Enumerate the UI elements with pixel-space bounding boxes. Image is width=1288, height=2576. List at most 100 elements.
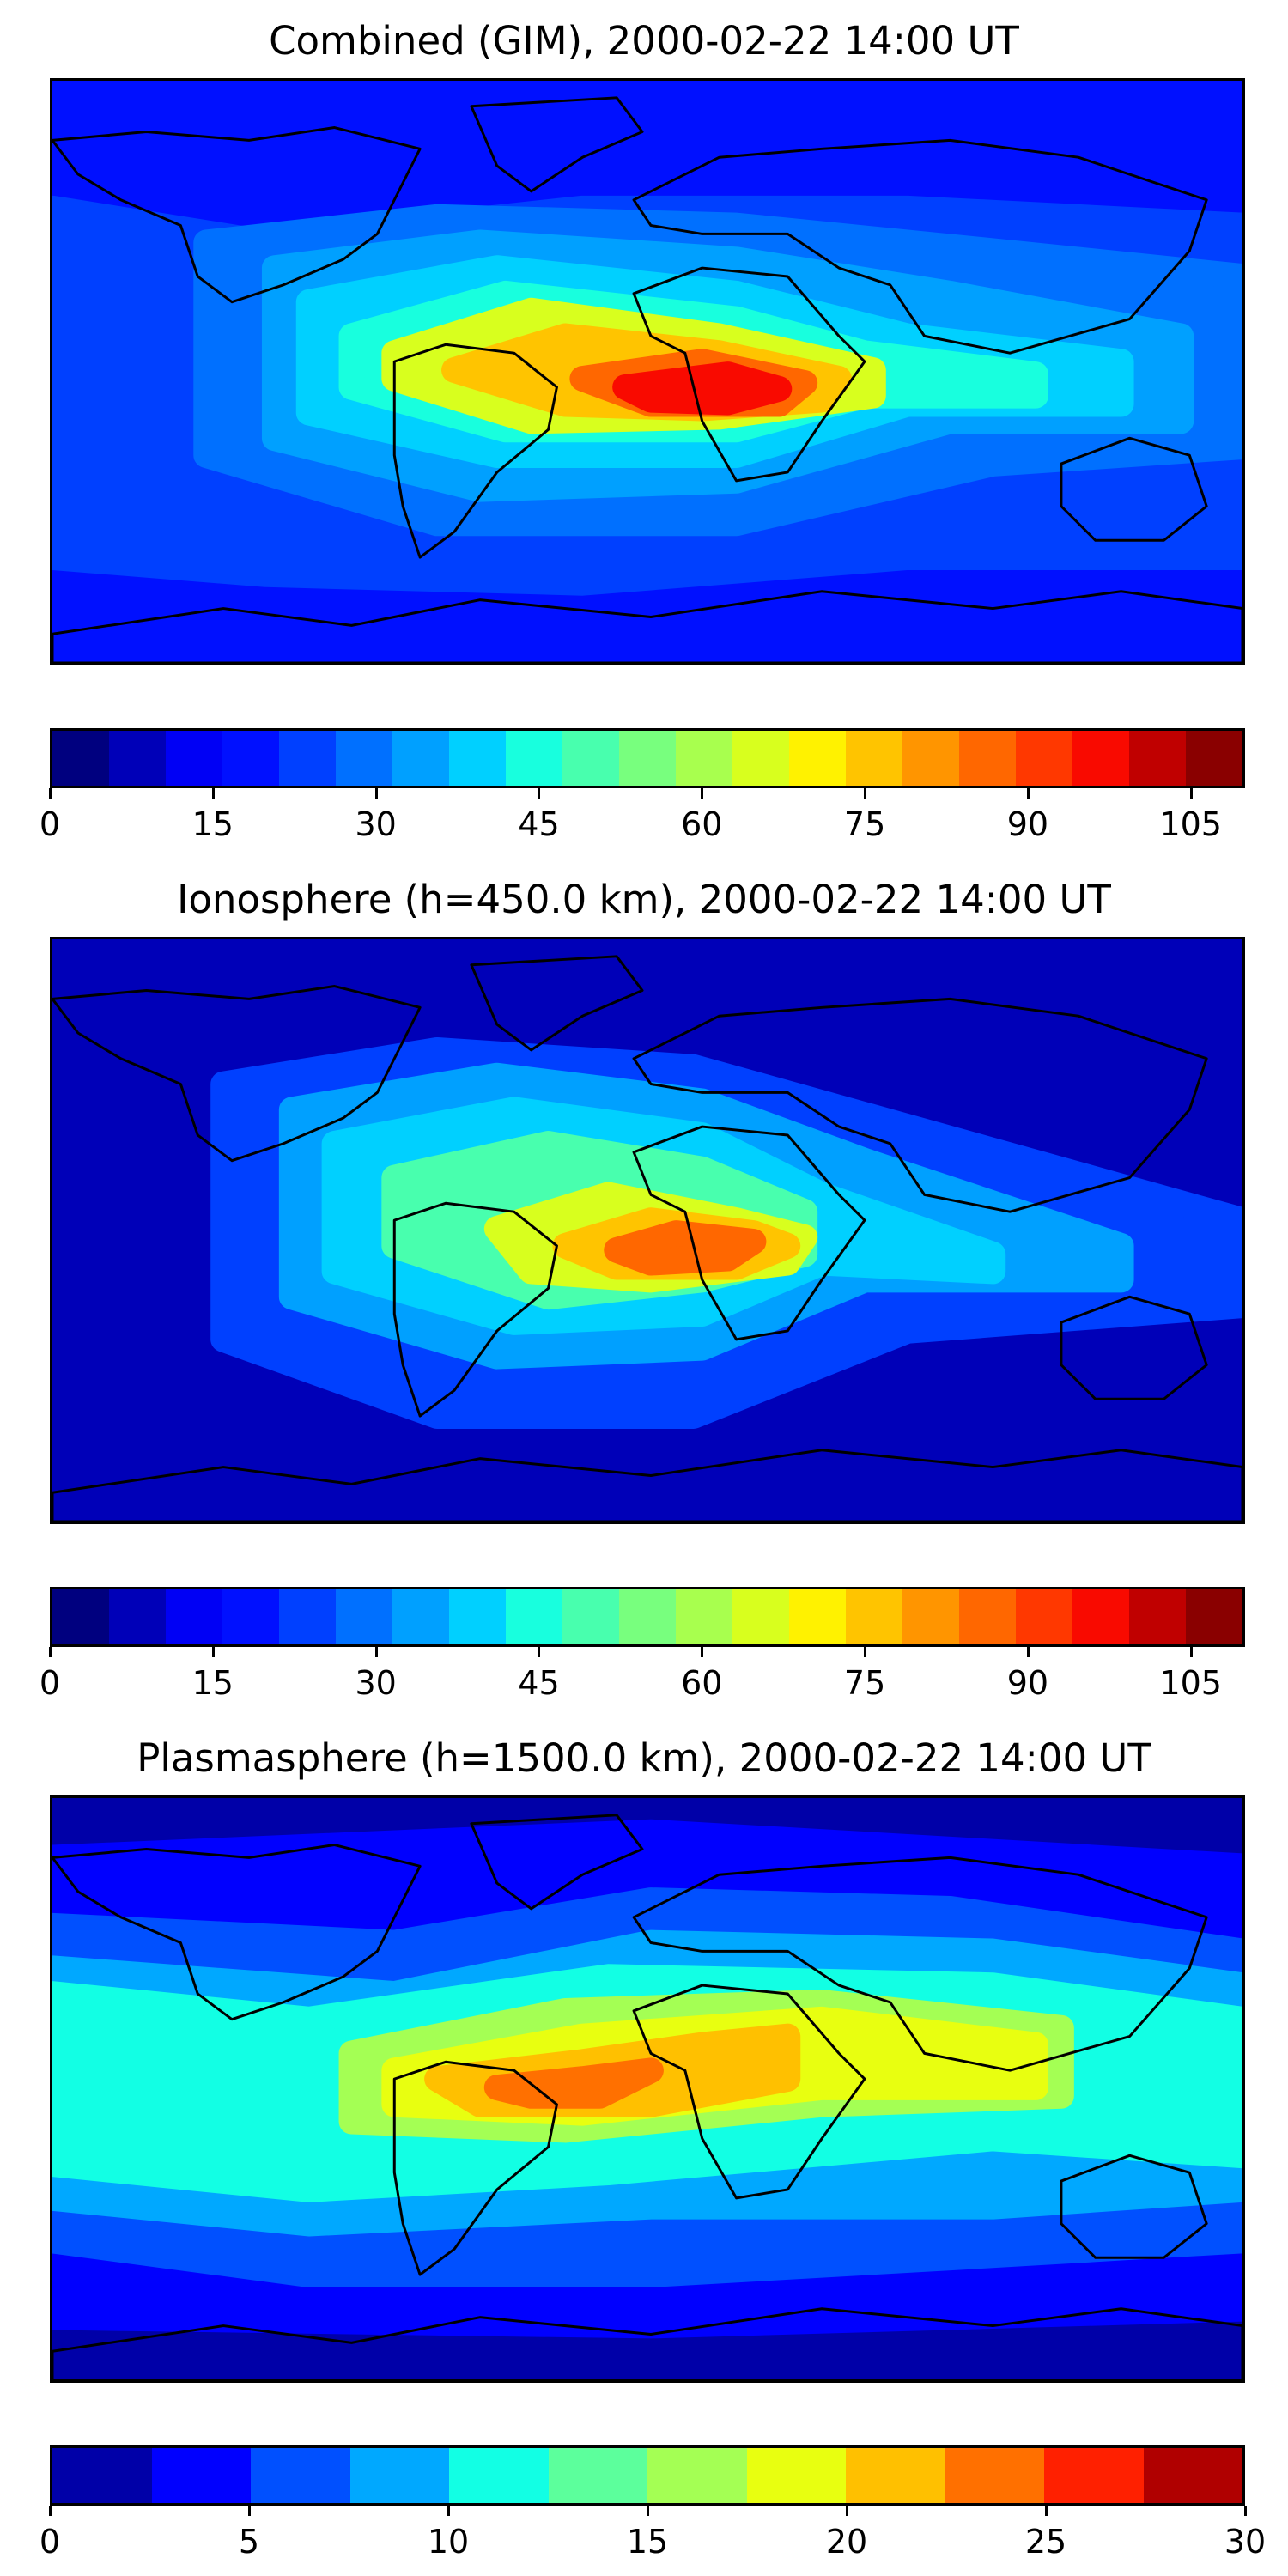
colorbar-segment <box>166 1589 222 1644</box>
colorbar-tick-mark <box>1026 788 1030 799</box>
plasmasphere-map-svg <box>52 1798 1242 2380</box>
colorbar-tick-label: 10 <box>427 2523 470 2561</box>
combined-tec-map <box>50 78 1245 665</box>
colorbar-tick-mark <box>374 788 378 799</box>
colorbar-tick-mark <box>538 1647 541 1657</box>
colorbar-tick-label: 45 <box>518 805 560 843</box>
antarctica-outline <box>52 1449 1242 1522</box>
colorbar-segment <box>548 2448 647 2503</box>
colorbar-segment <box>1044 2448 1144 2503</box>
ionosphere-colorbar <box>50 1587 1245 1647</box>
africa-outline <box>632 1125 866 1341</box>
colorbar-segment <box>789 1589 846 1644</box>
colorbar-segment <box>1072 731 1129 786</box>
colorbar-segment <box>449 731 506 786</box>
colorbar-segment <box>336 731 392 786</box>
colorbar-segment <box>676 1589 732 1644</box>
colorbar-segment <box>959 731 1016 786</box>
south-america-outline <box>392 343 558 559</box>
colorbar-segment <box>1072 1589 1129 1644</box>
colorbar-segment <box>1186 731 1242 786</box>
colorbar-tick-label: 20 <box>825 2523 868 2561</box>
colorbar-segment <box>392 731 449 786</box>
colorbar-segment <box>619 731 676 786</box>
colorbar-segment <box>251 2448 350 2503</box>
antarctica-outline <box>52 590 1242 663</box>
south-america-outline <box>392 2060 558 2276</box>
colorbar-segment <box>1129 731 1186 786</box>
colorbar-tick-mark <box>211 1647 215 1657</box>
colorbar-tick-label: 15 <box>191 805 234 843</box>
colorbar-segment <box>732 1589 789 1644</box>
colorbar-segment <box>1186 1589 1242 1644</box>
colorbar-tick-mark <box>49 788 52 799</box>
colorbar-segment <box>959 1589 1016 1644</box>
colorbar-segment <box>732 731 789 786</box>
colorbar-segment <box>746 2448 846 2503</box>
plasmasphere-contour-level-7 <box>483 2057 664 2109</box>
australia-outline <box>1060 2154 1208 2259</box>
colorbar-tick-mark <box>1189 1647 1193 1657</box>
europe-asia-outline <box>632 1856 1208 2072</box>
africa-outline <box>632 1984 866 2200</box>
colorbar-segment <box>902 731 959 786</box>
colorbar-tick-mark <box>49 2506 52 2516</box>
colorbar-segment <box>279 1589 336 1644</box>
colorbar-segment <box>151 2448 251 2503</box>
ionosphere-tec-map <box>50 937 1245 1524</box>
greenland-outline <box>470 955 644 1052</box>
colorbar-tick-mark <box>647 2506 649 2516</box>
colorbar-segment <box>449 1589 506 1644</box>
colorbar-segment <box>1129 1589 1186 1644</box>
colorbar-segment <box>336 1589 392 1644</box>
north-america-outline <box>52 1844 422 2021</box>
north-america-outline <box>52 985 422 1163</box>
colorbar-segment <box>945 2448 1044 2503</box>
colorbar-tick-label: 0 <box>39 1664 61 1702</box>
colorbar-tick-label: 30 <box>355 805 397 843</box>
south-america-outline <box>392 1201 558 1418</box>
colorbar-tick-mark <box>846 2506 848 2516</box>
antarctica-outline <box>52 2307 1242 2380</box>
colorbar-tick-label: 105 <box>1159 1664 1222 1702</box>
colorbar-segment <box>52 2448 152 2503</box>
colorbar-tick-label: 25 <box>1024 2523 1067 2561</box>
colorbar-segment <box>109 1589 166 1644</box>
colorbar-segment <box>166 731 222 786</box>
colorbar-segment <box>846 1589 902 1644</box>
africa-outline <box>632 266 866 483</box>
colorbar-tick-label: 45 <box>518 1664 560 1702</box>
plasmasphere-tec-map <box>50 1795 1245 2383</box>
colorbar-segment <box>1016 731 1072 786</box>
colorbar-tick-mark <box>1244 2506 1247 2516</box>
colorbar-tick-label: 0 <box>39 805 61 843</box>
colorbar-tick-mark <box>211 788 215 799</box>
colorbar-tick-mark <box>1189 788 1193 799</box>
colorbar-tick-mark <box>538 788 541 799</box>
colorbar-tick-mark <box>248 2506 251 2516</box>
north-america-outline <box>52 126 422 304</box>
combined-colorbar-ticks: 0 15 30 45 60 75 90 105 <box>39 788 1245 843</box>
colorbar-segment <box>392 1589 449 1644</box>
colorbar-tick-mark <box>49 1647 52 1657</box>
colorbar-segment <box>279 731 336 786</box>
colorbar-tick-label: 90 <box>1006 805 1049 843</box>
colorbar-segment <box>676 731 732 786</box>
colorbar-segment <box>647 2448 747 2503</box>
colorbar-tick-mark <box>864 1647 867 1657</box>
colorbar-segment <box>1143 2448 1242 2503</box>
colorbar-segment <box>1016 1589 1072 1644</box>
colorbar-tick-label: 15 <box>191 1664 234 1702</box>
colorbar-tick-label: 5 <box>238 2523 260 2561</box>
ionosphere-map-svg <box>52 939 1242 1522</box>
colorbar-tick-label: 75 <box>843 1664 886 1702</box>
colorbar-tick-label: 75 <box>843 805 886 843</box>
colorbar-tick-mark <box>701 788 704 799</box>
colorbar-segment <box>506 1589 562 1644</box>
colorbar-segment <box>789 731 846 786</box>
colorbar-tick-mark <box>701 1647 704 1657</box>
colorbar-tick-label: 30 <box>1224 2523 1267 2561</box>
colorbar-tick-mark <box>1026 1647 1030 1657</box>
combined-contour-level-8 <box>612 361 793 416</box>
colorbar-tick-mark <box>864 788 867 799</box>
